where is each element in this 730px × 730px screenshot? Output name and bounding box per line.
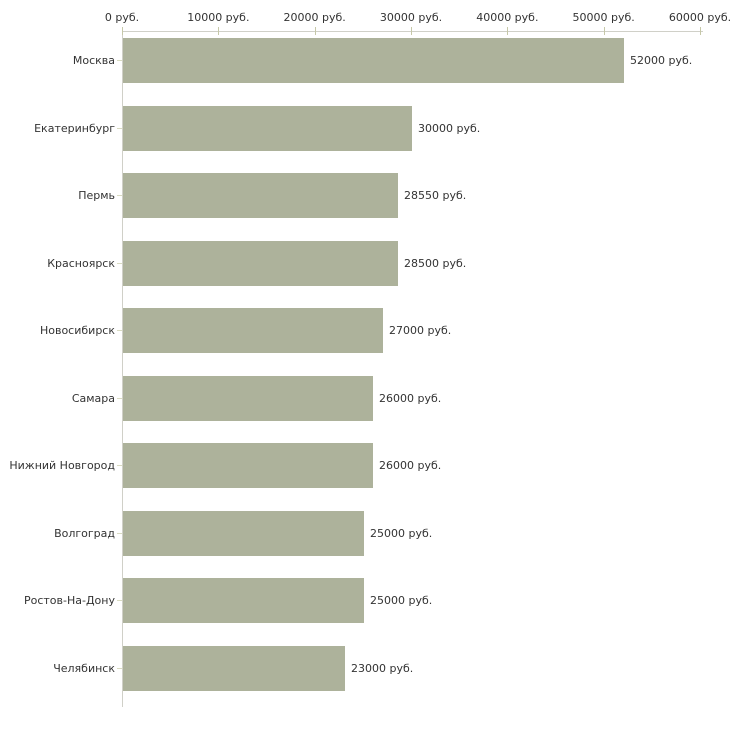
y-axis-tick — [117, 262, 122, 264]
bar — [123, 375, 373, 421]
bar-row: Нижний Новгород 26000 руб. — [0, 443, 441, 488]
bar-row: Новосибирск 27000 руб. — [0, 308, 451, 353]
y-axis-tick — [117, 600, 122, 601]
value-label: 26000 руб. — [379, 459, 442, 472]
x-axis-tick — [700, 27, 701, 35]
bar-row: Москва 52000 руб. — [0, 38, 692, 83]
y-axis-tick — [117, 397, 122, 399]
y-axis-tick — [117, 60, 122, 61]
y-axis-line — [122, 27, 123, 707]
x-axis-tick — [218, 27, 220, 35]
category-label: Ростов-На-Дону — [23, 594, 115, 607]
value-label: 27000 руб. — [389, 324, 452, 337]
bar — [123, 578, 364, 623]
value-label: 28550 руб. — [404, 189, 467, 202]
category-label: Красноярск — [47, 256, 115, 270]
value-label: 30000 руб. — [418, 121, 481, 135]
category-label: Екатеринбург — [34, 121, 115, 135]
bar-row: Красноярск 28500 руб. — [0, 240, 467, 286]
category-label: Самара — [71, 391, 115, 405]
x-tick-label: 10000 руб. — [187, 11, 250, 24]
y-axis-tick — [117, 330, 122, 331]
x-axis-tick — [411, 27, 412, 35]
value-label: 23000 руб. — [351, 661, 414, 675]
category-label: Нижний Новгород — [9, 459, 115, 472]
bar-row: Пермь 28550 руб. — [0, 173, 466, 218]
x-tick-label: 60000 руб. — [668, 11, 730, 24]
value-label: 28500 руб. — [404, 256, 467, 270]
y-axis-tick — [117, 195, 122, 196]
bar — [123, 105, 412, 151]
x-axis-tick — [507, 27, 509, 35]
bar-row: Челябинск 23000 руб. — [0, 645, 414, 691]
category-label: Москва — [72, 54, 115, 67]
bar — [123, 308, 383, 353]
category-label: Челябинск — [53, 661, 115, 675]
y-axis-tick — [117, 667, 122, 669]
category-label: Новосибирск — [39, 324, 115, 337]
bar — [123, 645, 345, 691]
bar-row: Волгоград 25000 руб. — [0, 510, 433, 556]
x-tick-label: 50000 руб. — [572, 11, 635, 24]
x-tick-label: 30000 руб. — [379, 11, 443, 24]
y-axis-tick — [117, 532, 122, 534]
bar — [123, 38, 624, 83]
bar-row: Екатеринбург 30000 руб. — [0, 105, 481, 151]
value-label: 52000 руб. — [630, 54, 693, 67]
bar-row: Самара 26000 руб. — [0, 375, 442, 421]
x-axis-tick — [603, 27, 605, 35]
bar-row: Ростов-На-Дону 25000 руб. — [0, 578, 432, 623]
bar — [123, 443, 373, 488]
x-tick-label: 20000 руб. — [283, 11, 346, 24]
y-axis-tick — [117, 465, 122, 466]
bar — [123, 510, 364, 556]
value-label: 25000 руб. — [370, 526, 433, 540]
bar — [123, 240, 398, 286]
x-axis-tick — [122, 27, 123, 35]
category-label: Волгоград — [54, 526, 115, 540]
value-label: 26000 руб. — [379, 391, 442, 405]
y-axis-tick — [117, 127, 122, 129]
x-axis-tick — [314, 27, 316, 35]
bar — [123, 173, 398, 218]
value-label: 25000 руб. — [370, 594, 433, 607]
x-axis-line — [122, 31, 703, 32]
x-tick-label: 0 руб. — [104, 11, 140, 24]
x-tick-label: 40000 руб. — [476, 11, 539, 24]
category-label: Пермь — [78, 189, 115, 202]
